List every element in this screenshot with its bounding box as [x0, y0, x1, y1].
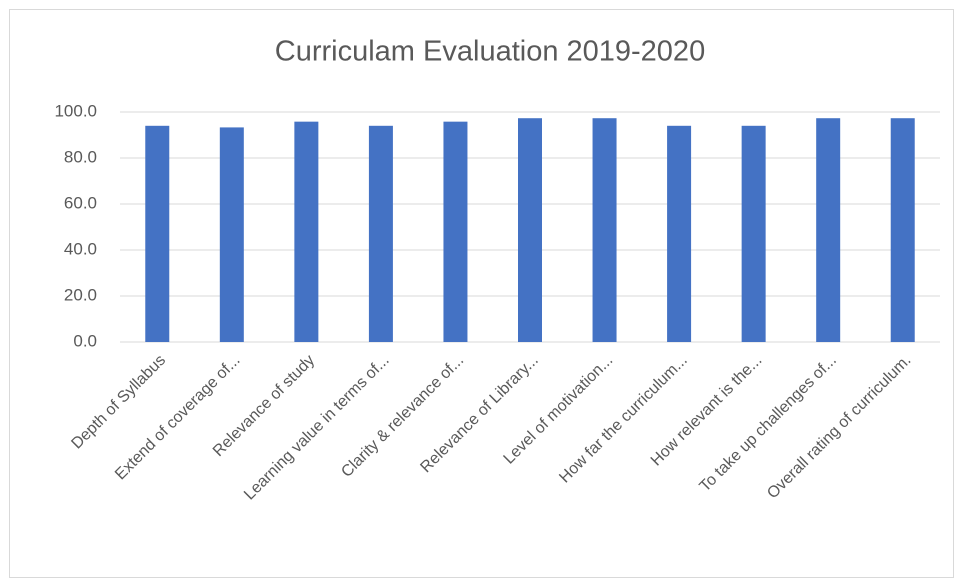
- bar: [145, 125, 170, 342]
- bar: [219, 127, 244, 342]
- y-tick-label: 20.0: [64, 285, 97, 304]
- bar: [294, 121, 319, 342]
- bar: [368, 125, 393, 342]
- y-tick-label: 40.0: [64, 239, 97, 258]
- y-tick-label: 60.0: [64, 193, 97, 212]
- bar: [518, 118, 542, 343]
- chart-title: Curriculam Evaluation 2019-2020: [275, 36, 705, 68]
- bar: [667, 125, 692, 342]
- bar: [741, 125, 766, 342]
- y-tick-label: 80.0: [64, 147, 97, 166]
- y-tick-label: 0.0: [73, 331, 97, 350]
- bar: [592, 118, 617, 343]
- bar: [816, 118, 841, 343]
- y-tick-label: 100.0: [54, 101, 97, 120]
- bar: [890, 118, 915, 343]
- bar: [443, 121, 468, 342]
